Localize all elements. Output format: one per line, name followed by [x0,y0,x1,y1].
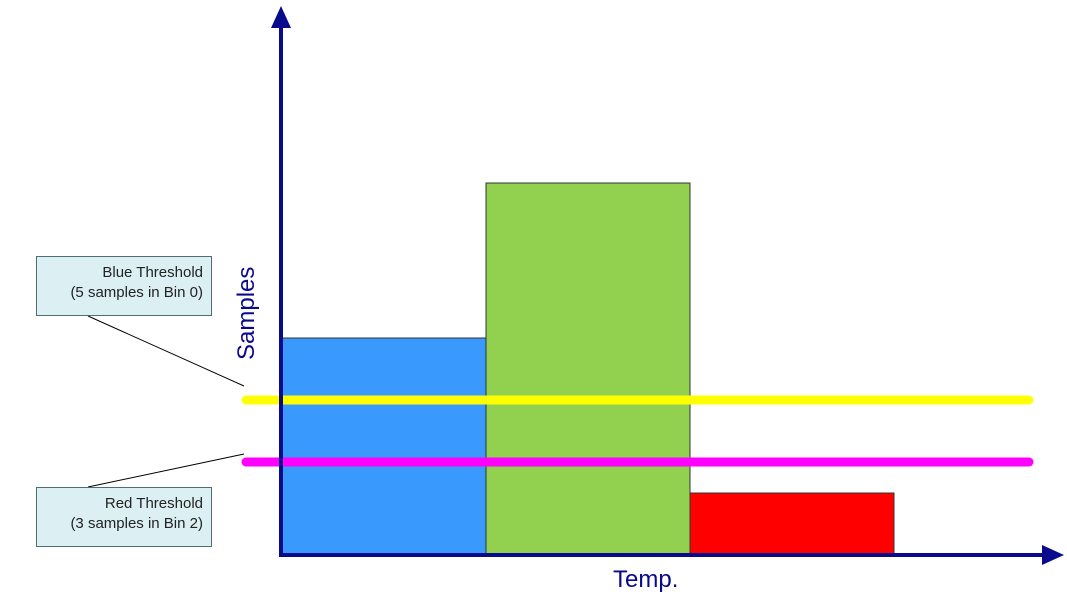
red-threshold-title: Red Threshold [104,495,203,512]
red-threshold-detail: (3 samples in Bin 2) [70,515,203,532]
thresholds-layer [241,395,1034,467]
y-axis-arrowhead [271,6,291,28]
blue-threshold-title: Blue Threshold [102,264,203,281]
y-axis-label: Samples [233,266,260,360]
histogram-bar-1 [485,182,691,556]
bars-layer [281,182,895,556]
blue-threshold-detail: (5 samples in Bin 0) [70,284,203,301]
blue-threshold-callout: Blue Threshold (5 samples in Bin 0) [36,256,212,316]
histogram-bar-0 [281,337,487,556]
x-axis-arrowhead [1042,545,1064,565]
blue-callout-leader [87,315,245,387]
red-threshold-callout: Red Threshold (3 samples in Bin 2) [36,487,212,547]
red-callout-leader [87,453,245,488]
x-axis-label: Temp. [613,566,679,593]
histogram-bar-2 [689,492,895,556]
